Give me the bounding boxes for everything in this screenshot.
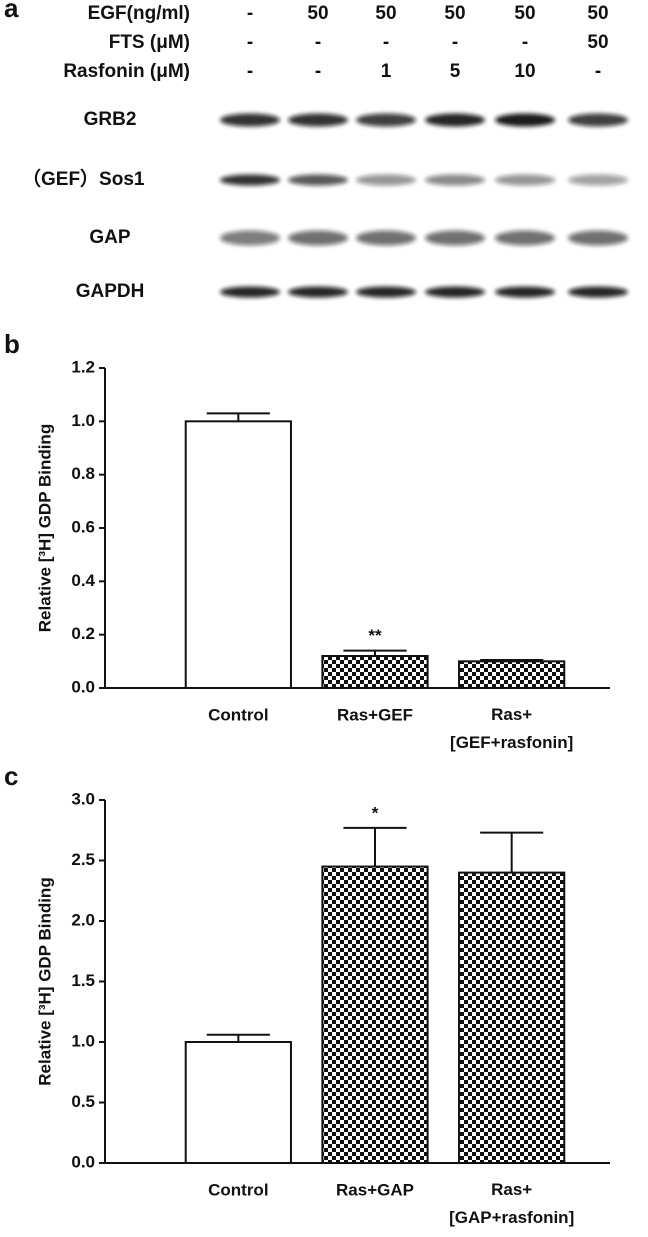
y-tick-label: 1.0: [71, 411, 95, 430]
y-tick-label: 1.5: [71, 971, 95, 990]
condition-value: -: [595, 61, 601, 82]
bar: [321, 865, 429, 1164]
y-tick-label: 0.4: [71, 571, 95, 590]
condition-value: 50: [444, 3, 465, 24]
blot-band: [495, 230, 555, 246]
y-axis-label: Relative [³H] GDP Binding: [35, 877, 54, 1085]
condition-value: 50: [587, 32, 608, 53]
x-tick-label: Ras+GAP: [336, 1180, 414, 1199]
blot-band: [220, 286, 280, 298]
y-tick-label: 0.2: [71, 624, 95, 643]
y-tick-label: 2.5: [71, 850, 95, 869]
bar: [458, 660, 566, 689]
blot-band: [220, 113, 280, 127]
blot-band: [568, 286, 628, 298]
condition-value: -: [315, 32, 321, 53]
blot-band-row: [220, 113, 628, 127]
x-tick-label: Ras+ [GEF+rasfonin]: [450, 705, 573, 752]
error-bar: [480, 831, 544, 873]
y-tick-label: 0.6: [71, 517, 95, 536]
condition-label: FTS (μM): [109, 32, 190, 53]
blot-band: [425, 230, 485, 246]
blot-band: [288, 230, 348, 246]
blot-band: [356, 113, 416, 127]
bar: [184, 1041, 292, 1164]
error-bar: [343, 826, 407, 867]
bar: [321, 655, 429, 689]
blot-band: [356, 174, 416, 186]
condition-value: 5: [450, 61, 461, 82]
blot-band-row: [220, 230, 628, 246]
condition-value: -: [522, 32, 528, 53]
blot-band: [495, 113, 555, 127]
blot-row-label: GRB2: [84, 109, 137, 130]
bar: [458, 871, 566, 1164]
condition-value: 50: [375, 3, 396, 24]
error-bar: [343, 649, 407, 656]
y-tick-label: 3.0: [71, 789, 95, 808]
y-tick-label: 0.0: [71, 677, 95, 696]
panel-label: b: [4, 329, 20, 359]
condition-value: -: [315, 61, 321, 82]
blot-band: [220, 230, 280, 246]
error-bar: [480, 659, 544, 662]
blot-row-label: GAP: [89, 227, 131, 248]
blot-band: [288, 286, 348, 298]
blot-row-label: GAPDH: [76, 281, 145, 302]
y-tick-label: 0.0: [71, 1152, 95, 1171]
y-axis-label: Relative [³H] GDP Binding: [35, 424, 54, 632]
blot-band-row: [220, 174, 628, 186]
panel-label: a: [4, 0, 19, 23]
x-tick-label: Control: [208, 1180, 268, 1199]
condition-value: -: [452, 32, 458, 53]
condition-value: -: [247, 3, 253, 24]
blot-band: [425, 174, 485, 186]
blot-band: [220, 174, 280, 186]
x-tick-label: Ras+GEF: [337, 705, 413, 724]
panel-label: c: [4, 761, 18, 791]
blot-band: [288, 174, 348, 186]
y-tick-label: 1.2: [71, 357, 95, 376]
y-tick-label: 1.0: [71, 1031, 95, 1050]
blot-band: [425, 286, 485, 298]
blot-band: [568, 230, 628, 246]
y-tick-label: 2.0: [71, 910, 95, 929]
blot-band: [495, 286, 555, 298]
bar: [184, 420, 292, 689]
condition-label: EGF(ng/ml): [88, 3, 190, 24]
blot-band: [568, 174, 628, 186]
blot-band: [356, 230, 416, 246]
y-tick-label: 0.8: [71, 464, 95, 483]
blot-row-label: （GEF）Sos1: [22, 167, 145, 190]
condition-value: -: [383, 32, 389, 53]
blot-band: [425, 113, 485, 127]
condition-value: 10: [514, 61, 535, 82]
blot-band-row: [220, 286, 628, 298]
error-bar: [206, 412, 270, 422]
condition-value: 50: [514, 3, 535, 24]
x-tick-label: Control: [208, 705, 268, 724]
blot-band: [568, 113, 628, 127]
significance-mark: **: [368, 626, 382, 645]
y-tick-label: 0.5: [71, 1092, 95, 1111]
x-tick-label: Ras+ [GAP+rasfonin]: [449, 1180, 574, 1227]
blot-band: [495, 174, 555, 186]
condition-value: -: [247, 32, 253, 53]
blot-band: [356, 286, 416, 298]
condition-label: Rasfonin (μM): [63, 61, 190, 82]
condition-value: 50: [587, 3, 608, 24]
error-bar: [206, 1033, 270, 1042]
condition-value: -: [247, 61, 253, 82]
significance-mark: *: [372, 803, 379, 822]
condition-value: 1: [381, 61, 392, 82]
blot-band: [288, 113, 348, 127]
condition-value: 50: [307, 3, 328, 24]
